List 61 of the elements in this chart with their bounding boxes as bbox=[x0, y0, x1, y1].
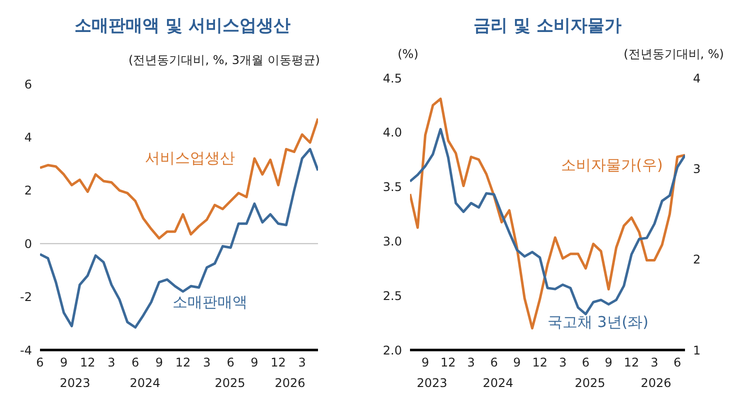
y-tick-label: -2 bbox=[20, 290, 32, 304]
y-tick-label: 3.0 bbox=[382, 234, 402, 248]
y2-tick-label: 2 bbox=[693, 252, 701, 267]
text: 2026 bbox=[640, 376, 672, 390]
text: 2023 bbox=[416, 376, 448, 390]
x-tick-label: 12 bbox=[440, 356, 456, 370]
line-series bbox=[40, 117, 318, 240]
x-tick-label: 9 bbox=[250, 356, 258, 370]
text: 2023 bbox=[60, 376, 90, 390]
chart-subtitle: (전년동기대비, %, 3개월 이동평균) bbox=[128, 53, 320, 67]
x-tick-label: 9 bbox=[513, 356, 521, 370]
chart-title: 금리 및 소비자물가 bbox=[472, 15, 622, 37]
series-label: 소매판매액 bbox=[172, 293, 248, 311]
y-tick-label: 6 bbox=[24, 77, 32, 92]
y-axis-title: (%) bbox=[398, 47, 418, 61]
x-tick-label: 6 bbox=[582, 356, 590, 370]
text: 2024 bbox=[130, 376, 160, 390]
x-tick-label: 12 bbox=[270, 356, 286, 370]
x-tick-label: 6 bbox=[36, 356, 44, 370]
x-tick-label: 9 bbox=[60, 356, 68, 370]
text: 2026 bbox=[274, 376, 306, 390]
x-tick-label: 12 bbox=[532, 356, 548, 370]
x-tick-label: 6 bbox=[131, 356, 140, 370]
x-tick-label: 12 bbox=[80, 356, 96, 370]
y-tick-label: 2 bbox=[24, 184, 32, 198]
line-series bbox=[40, 148, 318, 329]
y2-tick-label: 3 bbox=[693, 162, 701, 176]
text: 2025 bbox=[574, 376, 606, 390]
x-tick-label: 6 bbox=[674, 356, 682, 370]
x-tick-label: 12 bbox=[624, 356, 640, 370]
y-tick-label: 4 bbox=[24, 130, 32, 144]
series-label: 국고채 3년(좌) bbox=[547, 313, 649, 331]
y2-tick-label: 4 bbox=[693, 71, 701, 86]
chart-title: 소매판매액 및 서비스업생산 bbox=[74, 15, 292, 37]
text: 2024 bbox=[482, 376, 514, 390]
x-tick-label: 6 bbox=[226, 356, 234, 370]
text: 2025 bbox=[214, 376, 246, 390]
line-series bbox=[410, 98, 685, 330]
x-tick-label: 9 bbox=[604, 356, 612, 370]
y-tick-label: 2.0 bbox=[382, 343, 402, 358]
y-tick-label: 4.5 bbox=[382, 71, 402, 86]
x-tick-label: 3 bbox=[108, 356, 116, 370]
y-tick-label: -4 bbox=[20, 343, 32, 358]
y-tick-label: 3.5 bbox=[382, 180, 402, 194]
x-tick-label: 6 bbox=[490, 356, 498, 370]
y-tick-label: 0 bbox=[24, 236, 32, 251]
series-label: 서비스업생산 bbox=[145, 149, 235, 167]
y2-tick-label: 1 bbox=[693, 343, 701, 358]
y2-axis-title: (전년동기대비, %) bbox=[624, 47, 724, 61]
line-series bbox=[410, 128, 685, 316]
y-tick-label: 4.0 bbox=[382, 126, 402, 140]
x-tick-label: 3 bbox=[558, 356, 567, 370]
x-tick-label: 3 bbox=[467, 356, 475, 370]
x-tick-label: 9 bbox=[421, 356, 430, 370]
x-tick-label: 3 bbox=[650, 356, 658, 370]
series-label: 소비자물가(우) bbox=[561, 156, 663, 174]
x-tick-label: 3 bbox=[202, 356, 211, 370]
x-tick-label: 3 bbox=[298, 356, 306, 370]
x-tick-label: 9 bbox=[155, 356, 163, 370]
y-tick-label: 2.5 bbox=[382, 288, 402, 303]
x-tick-label: 12 bbox=[175, 356, 191, 370]
